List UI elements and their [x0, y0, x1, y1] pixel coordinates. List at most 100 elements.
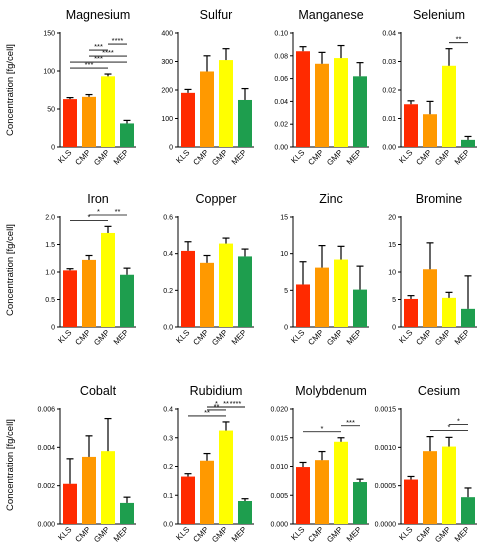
category-label: CMP — [73, 328, 92, 347]
panel-cesium: Cesium 0.0000 0.0005 0.0010 0.0015 KLS CMP GMP M… — [375, 384, 477, 544]
category-label: GMP — [92, 328, 111, 347]
chart-title: Molybdenum — [295, 384, 367, 398]
panel-manganese: Manganese 0.00 0.02 0.04 0.06 0.08 0.10 KLS CMP G… — [274, 8, 369, 167]
y-tick-label: 0.08 — [274, 53, 288, 60]
y-tick-label: 2.0 — [45, 215, 55, 222]
category-label: MEP — [112, 328, 131, 347]
bar-gmp — [101, 76, 115, 147]
y-tick-label: 0.000 — [270, 522, 288, 529]
significance-label: **** — [102, 48, 114, 57]
significance-label: *** — [94, 42, 103, 51]
bar-cmp — [82, 259, 96, 327]
category-label: KLS — [56, 525, 73, 542]
bar-gmp — [101, 451, 115, 524]
y-tick-label: 0.0 — [163, 522, 173, 529]
y-tick-label: 0 — [51, 145, 55, 152]
panel-molybdenum: Molybdenum 0.000 0.005 0.010 0.015 0.020 KLS CM… — [270, 384, 369, 544]
bar-gmp — [334, 58, 348, 147]
panel-zinc: Zinc 0 5 10 15 KLS CMP GMP MEP — [280, 192, 369, 347]
panel-copper: Copper 0.0 0.2 0.4 0.6 KLS CMP GMP MEP — [163, 192, 254, 347]
bar-cmp — [200, 262, 214, 327]
category-label: KLS — [56, 148, 73, 165]
y-tick-label: 1.5 — [45, 242, 55, 249]
category-label: GMP — [92, 525, 111, 544]
bar-kls — [63, 270, 77, 327]
bar-mep — [238, 99, 252, 147]
chart-title: Sulfur — [200, 8, 233, 22]
y-tick-label: 10 — [388, 270, 396, 277]
y-tick-label: 0.00 — [382, 145, 396, 152]
bar-kls — [404, 298, 418, 327]
category-label: MEP — [112, 148, 131, 167]
significance-label: **** — [230, 399, 242, 408]
category-label: GMP — [210, 328, 229, 347]
bar-mep — [461, 139, 475, 147]
y-tick-label: 50 — [47, 107, 55, 114]
y-tick-label: 0.04 — [274, 99, 288, 106]
category-label: MEP — [345, 328, 364, 347]
bar-kls — [181, 92, 195, 147]
y-tick-label: 0.01 — [382, 116, 396, 123]
y-tick-label: 400 — [161, 31, 173, 38]
category-label: CMP — [191, 148, 210, 167]
y-tick-label: 0.020 — [270, 407, 288, 414]
y-axis-label-row-1: Concentration [fg/cell] — [5, 44, 16, 136]
category-label: KLS — [289, 148, 306, 165]
bar-kls — [63, 99, 77, 147]
y-tick-label: 0.0 — [163, 325, 173, 332]
y-tick-label: 0.10 — [274, 31, 288, 38]
y-tick-label: 0.002 — [37, 483, 55, 490]
bar-gmp — [442, 297, 456, 327]
bar-gmp — [334, 441, 348, 524]
category-label: CMP — [73, 525, 92, 544]
category-label: CMP — [73, 148, 92, 167]
category-label: GMP — [325, 148, 344, 167]
y-axis-label-row-2: Concentration [fg/cell] — [5, 224, 16, 316]
category-label: CMP — [306, 148, 325, 167]
y-tick-label: 100 — [161, 116, 173, 123]
y-tick-label: 0.6 — [163, 215, 173, 222]
category-label: MEP — [453, 328, 472, 347]
y-tick-label: 0.5 — [45, 297, 55, 304]
category-label: CMP — [414, 525, 433, 544]
chart-title: Magnesium — [66, 8, 131, 22]
panel-cobalt: Cobalt 0.000 0.002 0.004 0.006 KLS CMP GMP MEP — [37, 384, 136, 544]
chart-title: Zinc — [319, 192, 343, 206]
bar-gmp — [101, 232, 115, 327]
chart-title: Iron — [87, 192, 109, 206]
y-tick-label: 0.1 — [163, 493, 173, 500]
y-tick-label: 0.0005 — [375, 483, 397, 490]
category-label: CMP — [191, 328, 210, 347]
y-tick-label: 200 — [161, 88, 173, 95]
y-tick-label: 0.4 — [163, 251, 173, 258]
category-label: MEP — [453, 525, 472, 544]
category-label: MEP — [112, 525, 131, 544]
y-tick-label: 0 — [169, 145, 173, 152]
category-label: MEP — [345, 148, 364, 167]
bar-kls — [404, 104, 418, 147]
bar-kls — [296, 51, 310, 147]
significance-label: ** — [204, 408, 210, 417]
y-tick-label: 300 — [161, 59, 173, 66]
category-label: CMP — [414, 328, 433, 347]
bar-kls — [404, 479, 418, 524]
bar-mep — [120, 274, 134, 327]
significance-label: ** — [223, 399, 229, 408]
category-label: MEP — [453, 148, 472, 167]
bar-cmp — [423, 451, 437, 524]
bar-mep — [120, 502, 134, 524]
bar-mep — [120, 123, 134, 147]
y-tick-label: 15 — [280, 215, 288, 222]
y-tick-label: 0.4 — [163, 407, 173, 414]
significance-label: **** — [112, 36, 124, 45]
y-tick-label: 0.2 — [163, 464, 173, 471]
category-label: KLS — [174, 148, 191, 165]
bar-mep — [238, 256, 252, 327]
significance-label: ** — [456, 35, 462, 44]
category-label: KLS — [174, 328, 191, 345]
category-label: GMP — [433, 328, 452, 347]
